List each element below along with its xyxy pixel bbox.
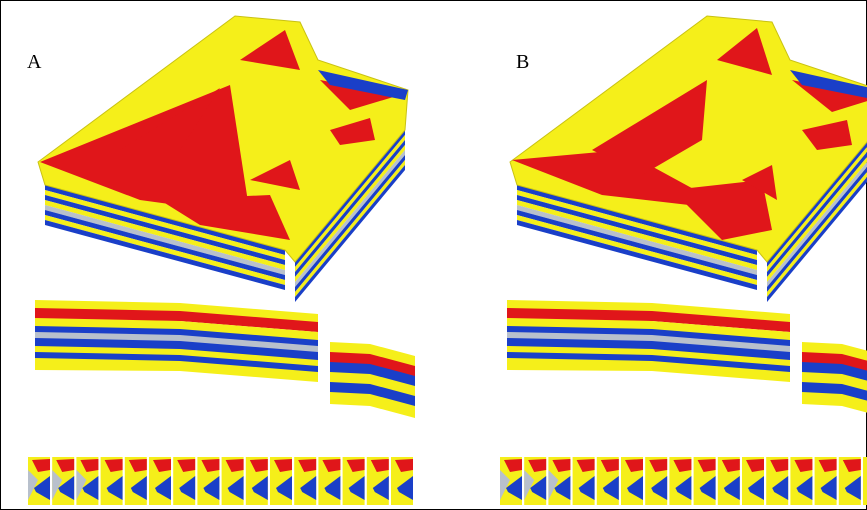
figure: A B xyxy=(0,0,867,510)
thumbnail xyxy=(863,457,867,505)
panel-label: A xyxy=(27,51,42,73)
page: {"panels": [{"label": "A"}, {"label": "B… xyxy=(0,0,867,510)
panel-label: B xyxy=(516,51,529,73)
